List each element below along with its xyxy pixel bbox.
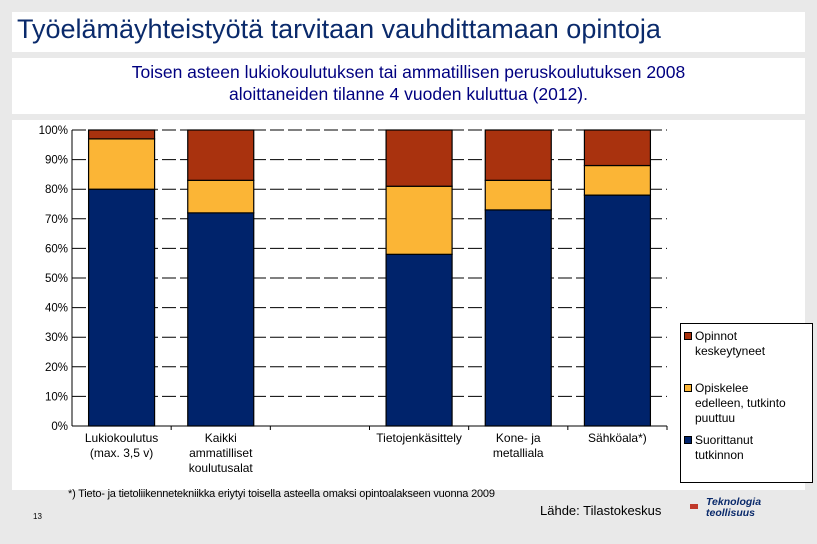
bar-segment (583, 194, 652, 427)
y-tick-label: 70% (45, 214, 68, 226)
bar-segment (87, 129, 156, 140)
legend-label-studying-3: puuttuu (695, 411, 736, 425)
chart-subtitle: Toisen asteen lukiokoulutuksen tai ammat… (12, 61, 805, 105)
bar-segment (187, 179, 255, 214)
legend-label-completed-2: tutkinnon (695, 448, 744, 462)
subtitle-line-1: Toisen asteen lukiokoulutuksen tai ammat… (131, 62, 686, 82)
logo-mark-icon (690, 504, 698, 509)
y-tick-label: 80% (45, 184, 68, 196)
legend-label-completed-1: Suorittanut (695, 433, 754, 447)
chart-panel: 0% 10% 20% 30% 40% 50% 60% 70% 80% 90% 100% Lukioko… (12, 120, 813, 490)
y-tick-label: 40% (45, 303, 68, 315)
subtitle-box: Toisen asteen lukiokoulutuksen tai ammat… (12, 58, 805, 114)
x-category-label: Tietojenkäsittely (376, 431, 462, 445)
x-category-label: koulutusalat (189, 461, 254, 475)
logo-text-2: teollisuus (706, 506, 756, 519)
bar-segment (187, 212, 255, 427)
legend-swatch-studying (684, 384, 692, 392)
subtitle-line-2: aloittaneiden tilanne 4 vuoden kuluttua … (228, 84, 588, 104)
x-category-label: Sähköala*) (588, 431, 647, 445)
y-tick-label: 0% (51, 421, 68, 433)
y-tick-label: 60% (45, 243, 68, 255)
x-category-label: Kone- ja (496, 431, 541, 445)
legend-item-studying: Opiskelee edelleen, tutkinto puuttuu (684, 381, 807, 426)
stacked-bar-chart: 0% 10% 20% 30% 40% 50% 60% 70% 80% 90% 100% Lukioko… (39, 125, 668, 475)
page-title: Työelämäyhteistyötä tarvitaan vauhdittam… (17, 14, 661, 44)
x-category-label: Kaikki (205, 431, 237, 445)
legend-label-dropped-2: keskeytyneet (695, 344, 766, 358)
y-tick-label: 30% (45, 332, 68, 344)
bar-segment (385, 185, 453, 255)
x-category-label: (max. 3,5 v) (90, 446, 153, 460)
y-tick-label: 100% (39, 125, 68, 137)
title-band (12, 12, 805, 52)
legend-swatch-completed (684, 436, 692, 444)
legend-label-studying-2: edelleen, tutkinto (695, 396, 786, 410)
bar-segment (87, 138, 156, 190)
bar-segment (385, 129, 453, 187)
legend-item-completed: Suorittanut tutkinnon (684, 433, 807, 463)
bar-segment (484, 209, 552, 427)
bar-segment (87, 188, 156, 427)
y-tick-label: 20% (45, 362, 68, 374)
bar-segment (583, 164, 652, 196)
bar-segment (484, 179, 552, 211)
x-category-label: ammatilliset (189, 446, 253, 460)
y-tick-label: 10% (45, 391, 68, 403)
legend-label-studying-1: Opiskelee (695, 381, 749, 395)
y-tick-label: 50% (45, 273, 68, 285)
teknologiateollisuus-logo: Teknologia teollisuus (690, 496, 780, 519)
source-label: Lähde: Tilastokeskus (540, 503, 662, 518)
bar-segment (385, 253, 453, 427)
slide-number: 13 (33, 512, 42, 521)
legend-label-dropped-1: Opinnot (695, 329, 738, 343)
x-category-label: metalliala (493, 446, 544, 460)
x-category-label: Lukiokoulutus (85, 431, 158, 445)
legend-swatch-dropped (684, 332, 692, 340)
bar-segment (187, 129, 255, 181)
legend-item-dropped: Opinnot keskeytyneet (684, 329, 807, 359)
chart-legend: Opinnot keskeytyneet Opiskelee edelleen,… (680, 323, 813, 483)
bar-segment (484, 129, 552, 181)
bar-segment (583, 129, 652, 167)
y-tick-label: 90% (45, 155, 68, 167)
logo-text-1: Teknologia (706, 496, 762, 508)
chart-footnote: *) Tieto- ja tietoliikennetekniikka eriy… (68, 488, 495, 500)
